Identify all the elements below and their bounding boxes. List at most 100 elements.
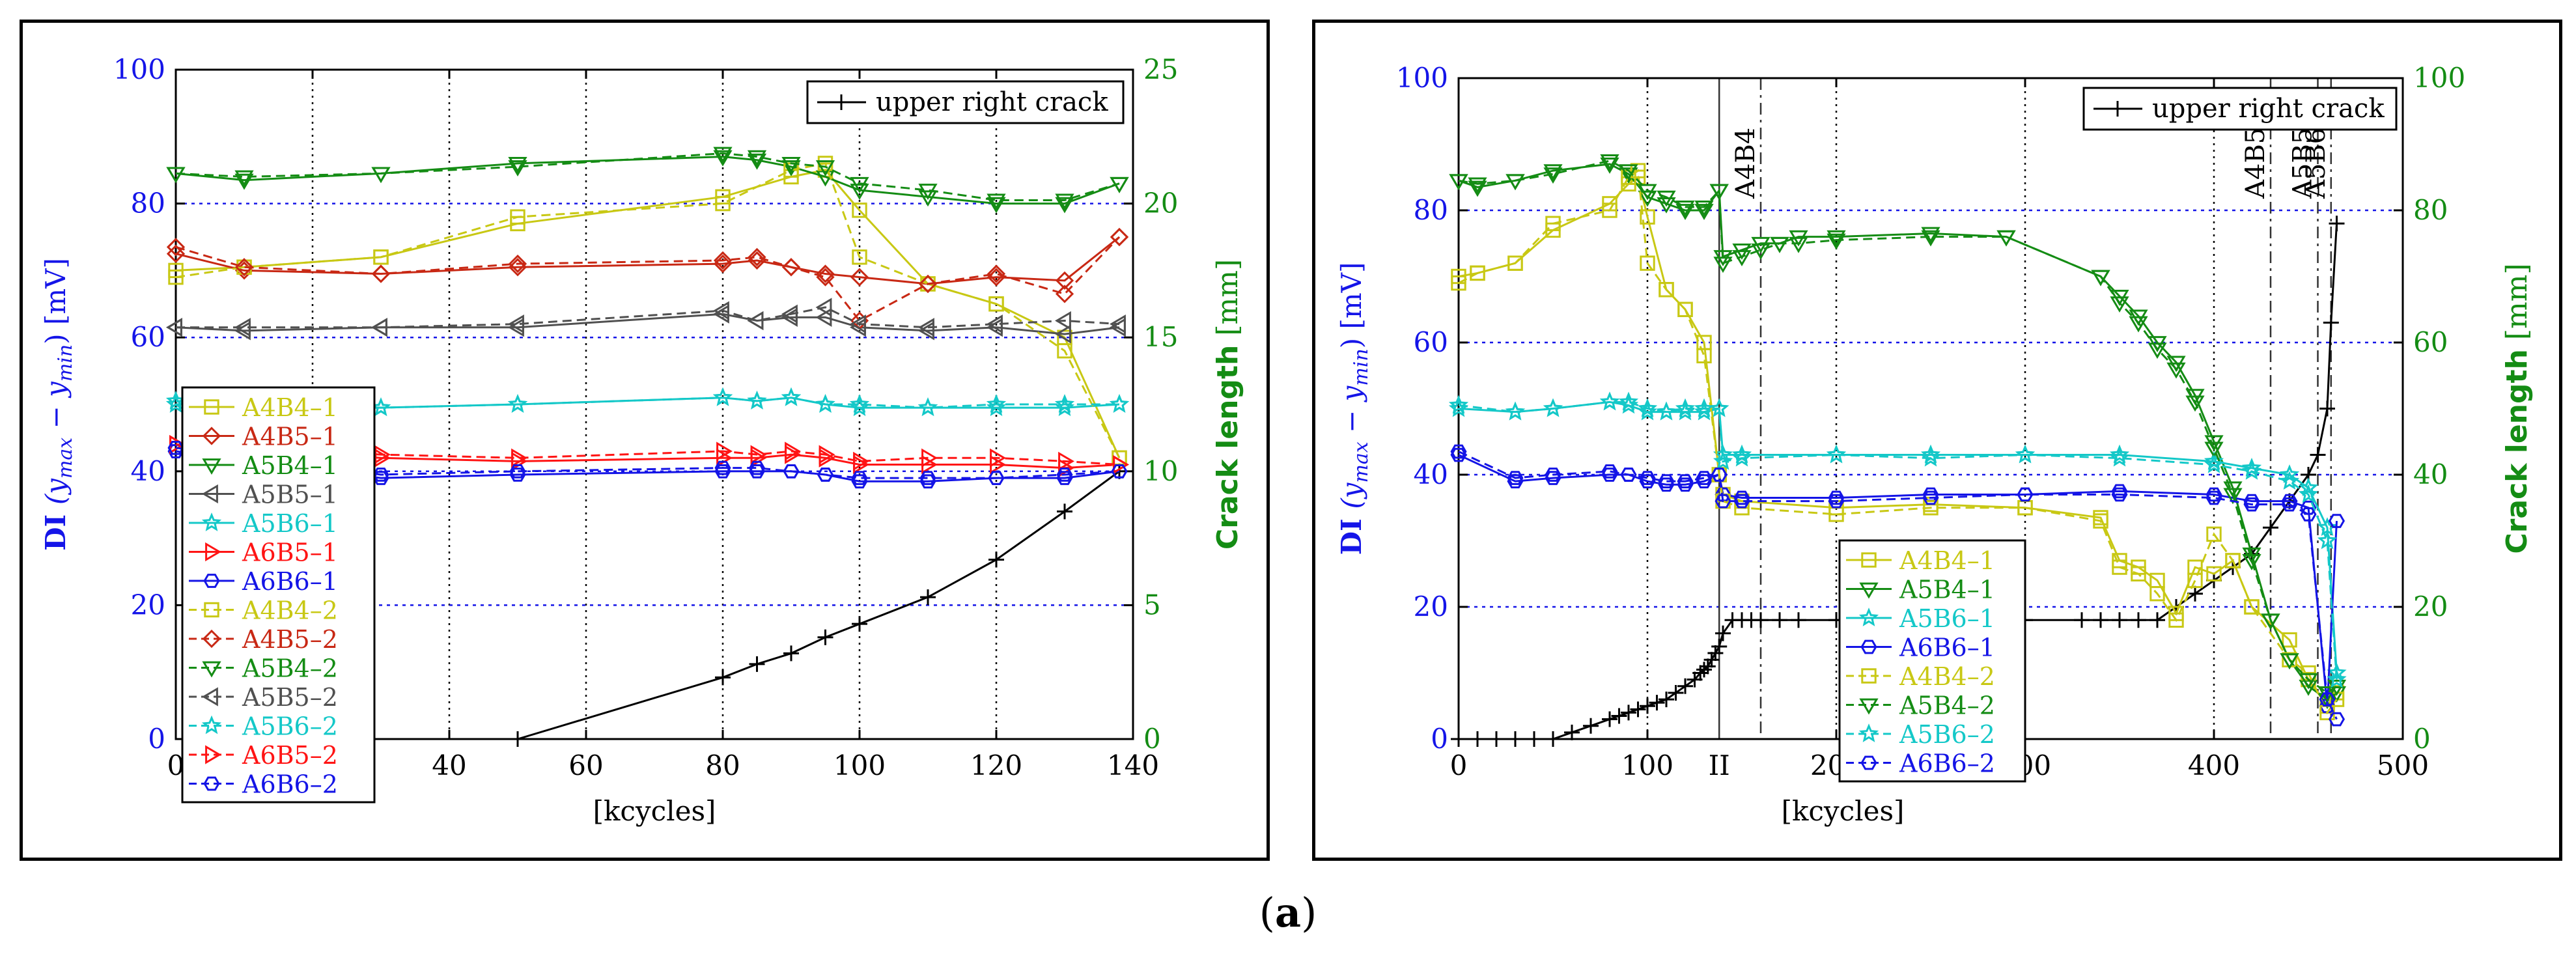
data-point: [2225, 553, 2241, 568]
x-tick-label: 140: [1107, 749, 1159, 781]
data-point: [2091, 270, 2110, 287]
left-chart-panel: 0204060801001201400204060801000510152025…: [20, 20, 1270, 861]
y-axis-label-math: (y: [1336, 482, 1367, 509]
crack-point: [1772, 612, 1787, 628]
data-point: [1828, 494, 1845, 509]
data-point: [1694, 398, 1715, 417]
data-point: [1470, 265, 1485, 281]
data-point: [234, 318, 251, 337]
data-point: [1055, 285, 1074, 303]
data-point: [2112, 559, 2127, 575]
data-point: [2166, 362, 2186, 379]
data-point: [1789, 236, 1808, 253]
y-tick-label: 20: [131, 589, 165, 621]
y2-tick-label: 0: [1143, 723, 1161, 755]
legend-label: A6B6–2: [1899, 749, 1995, 778]
data-point: [1677, 477, 1694, 492]
y-tick-label: 60: [131, 321, 165, 353]
data-point: [1713, 451, 1733, 470]
data-point: [1694, 201, 1714, 217]
data-point: [2131, 566, 2146, 581]
data-point: [990, 448, 1006, 468]
series-line: [175, 169, 1121, 458]
data-point: [918, 318, 934, 337]
data-point: [374, 445, 391, 464]
data-point: [1543, 164, 1563, 181]
data-point: [509, 464, 526, 479]
legend-marker: [1858, 608, 1879, 626]
series-legend-box: [1838, 539, 2026, 783]
data-point: [1056, 468, 1073, 482]
data-point: [1675, 398, 1696, 417]
data-point: [1638, 184, 1657, 201]
y-axis-label-bold: DI: [1336, 509, 1367, 555]
legend-marker: [202, 458, 221, 475]
series-legend: A4B4–1A5B4–1A5B6–1A6B6–1A4B4–2A5B4–2A5B6…: [1838, 539, 2026, 783]
series-a6b6-2: [1450, 444, 2345, 727]
data-point: [750, 445, 767, 464]
series-line: [1458, 451, 2338, 720]
y-axis-label-sub: max: [1350, 441, 1373, 482]
data-point: [1827, 233, 1846, 250]
x-tick-label: 40: [432, 749, 466, 781]
data-point: [2205, 490, 2222, 505]
crack-point: [1668, 684, 1684, 701]
crack-point: [1677, 678, 1693, 694]
crack-point: [2319, 400, 2335, 417]
data-point: [2328, 514, 2345, 528]
y-tick-label: 0: [148, 723, 165, 755]
crack-legend-label: upper right crack: [876, 87, 1108, 117]
data-point: [918, 274, 938, 294]
legend-marker: [202, 484, 218, 504]
data-point: [1602, 203, 1617, 218]
data-point: [2282, 632, 2297, 648]
crack-point: [1611, 708, 1627, 724]
data-point: [2093, 513, 2108, 529]
y2-axis-label-bold: Crack length: [2500, 349, 2534, 553]
series-line: [1458, 400, 2338, 680]
data-point: [2328, 712, 2345, 727]
x-tick-label: 120: [970, 749, 1022, 781]
data-point: [1921, 230, 1940, 247]
data-point: [1619, 164, 1638, 181]
x-tick-label: 100: [833, 749, 886, 781]
data-point: [781, 387, 802, 406]
data-point: [988, 471, 1005, 485]
crack-point: [1659, 692, 1674, 708]
data-point: [1711, 468, 1728, 482]
data-point: [508, 157, 527, 173]
data-point: [1658, 474, 1675, 489]
y-axis-label-unit: ) [mV]: [40, 258, 72, 344]
data-point: [716, 441, 733, 461]
crack-point: [920, 589, 936, 606]
y2-tick-label: 25: [1143, 53, 1178, 85]
y-tick-label: 100: [1396, 62, 1448, 94]
data-point: [2168, 612, 2184, 628]
data-point: [1600, 154, 1619, 171]
legend-label: A5B5–1: [242, 481, 338, 509]
data-point: [1618, 391, 1639, 411]
data-point: [1922, 490, 1939, 505]
series-a4b5-2: [166, 227, 1129, 330]
y2-axis-label-unit: [mm]: [2500, 263, 2534, 349]
crack-point: [1692, 665, 1709, 681]
data-point: [371, 167, 391, 184]
data-point: [1709, 398, 1729, 417]
crack-point: [1545, 731, 1561, 747]
data-point: [234, 173, 254, 190]
legend-marker: [204, 399, 219, 415]
data-point: [1468, 177, 1487, 194]
data-point: [1468, 180, 1487, 197]
data-point: [1770, 236, 1789, 253]
data-point: [1545, 216, 1561, 232]
series-line: [1458, 160, 2338, 694]
data-point: [713, 251, 733, 270]
data-point: [815, 298, 832, 317]
data-point: [234, 258, 254, 277]
crack-point: [2074, 612, 2090, 628]
data-point: [2148, 343, 2167, 359]
data-point: [921, 448, 938, 468]
data-point: [1505, 401, 1526, 421]
data-point: [1733, 494, 1750, 509]
data-point: [2015, 444, 2036, 464]
